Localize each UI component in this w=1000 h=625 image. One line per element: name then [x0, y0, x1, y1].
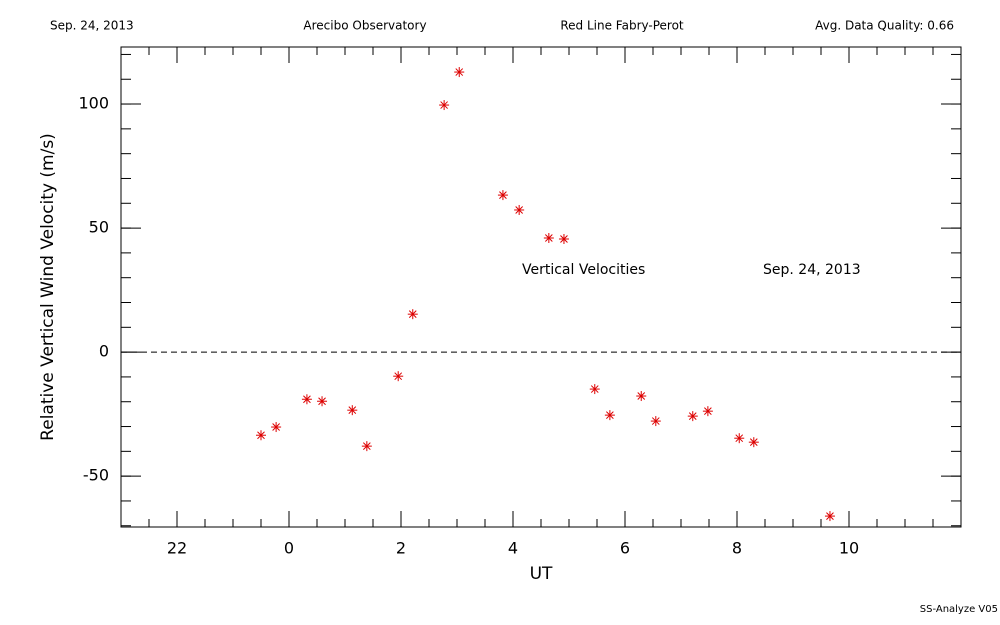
y-tick-label: 50	[89, 218, 109, 237]
point	[271, 422, 282, 433]
point	[558, 234, 569, 244]
asterisk-stroke	[606, 411, 614, 419]
point	[702, 406, 713, 417]
asterisk-stroke	[499, 191, 507, 199]
point	[317, 396, 328, 407]
asterisk-stroke	[318, 397, 326, 406]
point	[256, 430, 266, 441]
point	[650, 416, 661, 427]
x-tick-label: 22	[167, 539, 187, 558]
header-site: Arecibo Observatory	[303, 19, 426, 33]
y-tick-label: -50	[83, 466, 109, 485]
point	[301, 394, 312, 405]
annotation: Vertical Velocities	[522, 262, 645, 278]
point	[824, 511, 835, 522]
asterisk-stroke	[348, 406, 357, 415]
x-tick-label: 8	[732, 539, 742, 558]
asterisk-stroke	[651, 417, 660, 425]
point	[439, 100, 450, 111]
y-axis-label: Relative Vertical Wind Velocity (m/s)	[38, 133, 58, 441]
header-quality: Avg. Data Quality: 0.66	[815, 19, 954, 33]
point	[589, 384, 600, 395]
point	[748, 437, 759, 448]
point	[347, 405, 358, 416]
asterisk-stroke	[560, 235, 568, 243]
point	[514, 204, 525, 215]
asterisk-stroke	[455, 68, 464, 76]
asterisk-stroke	[257, 431, 265, 440]
asterisk-stroke	[735, 434, 744, 443]
asterisk-stroke	[303, 395, 311, 404]
asterisk-stroke	[637, 392, 646, 400]
header-instrument: Red Line Fabry-Perot	[560, 19, 684, 33]
point	[497, 190, 508, 201]
point	[687, 411, 698, 422]
point	[361, 441, 372, 452]
asterisk-stroke	[440, 101, 448, 109]
header-date: Sep. 24, 2013	[50, 19, 134, 33]
point	[636, 391, 647, 402]
asterisk-stroke	[408, 310, 417, 319]
x-tick-label: 4	[508, 539, 518, 558]
point	[543, 233, 554, 244]
point	[454, 67, 465, 78]
asterisk-stroke	[826, 512, 834, 520]
x-axis-label: UT	[530, 564, 553, 584]
x-tick-label: 6	[620, 539, 630, 558]
x-tick-label: 0	[284, 539, 294, 558]
asterisk-stroke	[362, 442, 371, 450]
asterisk-stroke	[272, 423, 280, 431]
point	[407, 309, 418, 320]
footer: SS-Analyze V05	[920, 604, 998, 615]
y-tick-label: 0	[99, 342, 109, 361]
y-tick-label: 100	[78, 94, 109, 113]
asterisk-stroke	[704, 407, 712, 416]
x-tick-label: 2	[396, 539, 406, 558]
asterisk-stroke	[749, 438, 758, 447]
point	[393, 371, 404, 382]
point	[734, 433, 745, 444]
asterisk-stroke	[394, 372, 403, 381]
point	[604, 410, 615, 421]
annotation: Sep. 24, 2013	[763, 262, 861, 278]
asterisk-stroke	[544, 234, 553, 242]
x-tick-label: 10	[839, 539, 859, 558]
asterisk-stroke	[590, 385, 599, 393]
asterisk-stroke	[688, 412, 697, 420]
asterisk-stroke	[515, 206, 524, 214]
